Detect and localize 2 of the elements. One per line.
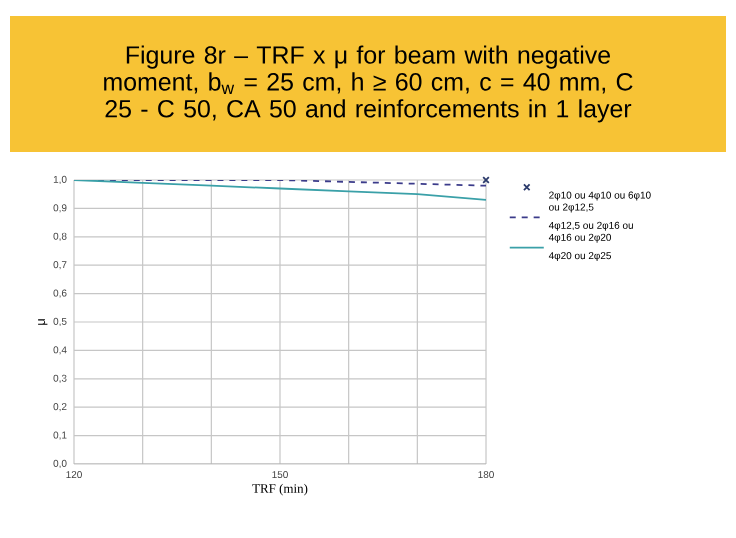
chart-title: Figure 8r – TRF x μ for beam with negative moment, b$_{w}$ = 25 cm, h ≥ 60 cm, c = 40 mm, C 25 - C 50, CA 50 and reinforcements in 1 layer — [104, 45, 633, 123]
line-series — [74, 180, 487, 201]
